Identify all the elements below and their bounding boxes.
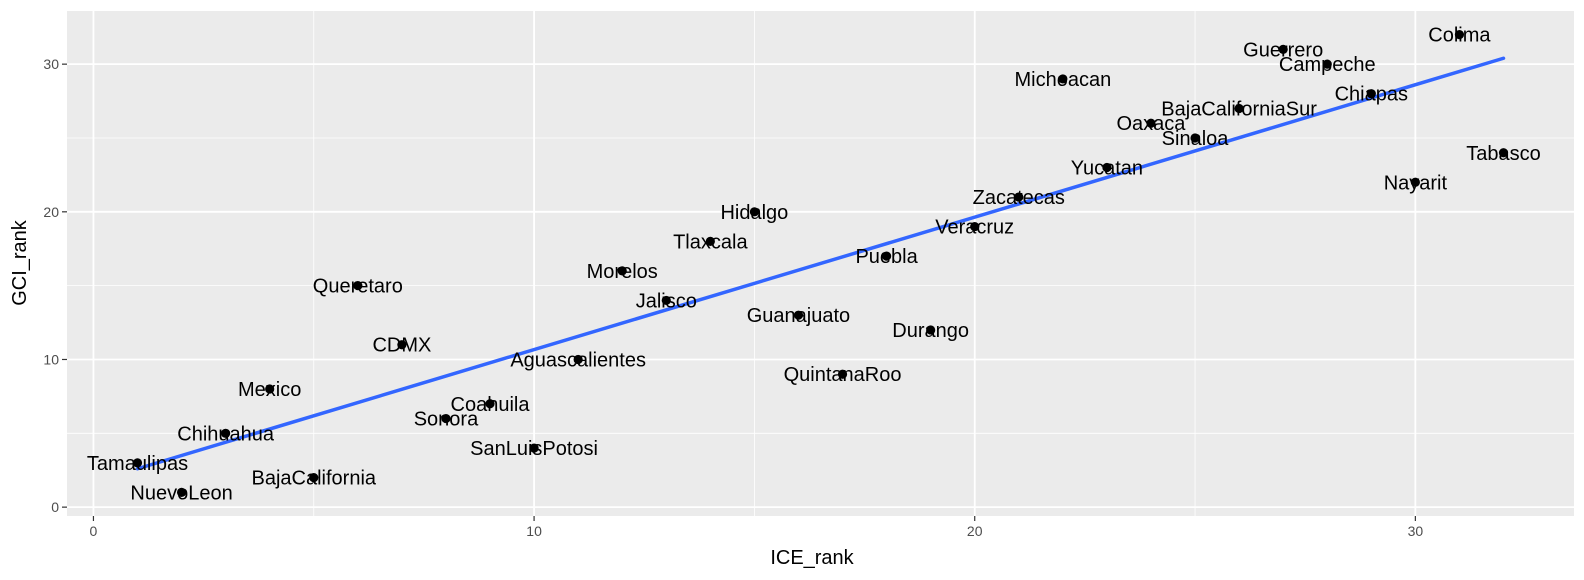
point-label: Tabasco bbox=[1466, 143, 1541, 165]
y-axis-title: GCI_rank bbox=[9, 219, 31, 306]
grid-layer bbox=[67, 11, 1574, 516]
y-tick-label: 10 bbox=[43, 351, 59, 367]
x-tick-label: 20 bbox=[967, 523, 983, 539]
point-label: Zacatecas bbox=[973, 187, 1065, 209]
data-point bbox=[705, 236, 715, 246]
point-label: BajaCalifornia bbox=[252, 468, 377, 490]
data-point bbox=[397, 340, 407, 350]
data-point bbox=[1454, 30, 1465, 40]
data-point bbox=[1058, 74, 1068, 84]
data-point bbox=[793, 310, 804, 320]
point-label: Michoacan bbox=[1014, 69, 1111, 91]
data-point bbox=[970, 221, 980, 232]
point-label: NuevoLeon bbox=[130, 482, 232, 504]
y-tick-label: 0 bbox=[51, 499, 59, 515]
point-label: Coahuila bbox=[451, 394, 531, 416]
point-label: Tlaxcala bbox=[673, 231, 748, 253]
x-axis-title: ICE_rank bbox=[770, 547, 854, 569]
data-point bbox=[1190, 133, 1200, 143]
point-label: Colima bbox=[1428, 25, 1491, 47]
point-label: Chiapas bbox=[1335, 84, 1408, 106]
data-point bbox=[176, 487, 187, 497]
point-label: Queretaro bbox=[313, 276, 403, 298]
data-point bbox=[749, 207, 760, 217]
point-label: Guerrero bbox=[1243, 39, 1323, 61]
data-point bbox=[926, 325, 936, 335]
y-tick-label: 20 bbox=[43, 204, 59, 220]
point-label: Nayarit bbox=[1384, 172, 1448, 194]
data-point bbox=[661, 295, 671, 306]
point-label: Aguascalientes bbox=[510, 349, 646, 371]
data-point bbox=[441, 413, 451, 424]
data-point bbox=[309, 473, 319, 483]
point-label: QuintanaRoo bbox=[784, 364, 902, 386]
point-label: Durango bbox=[892, 320, 969, 342]
data-point bbox=[221, 428, 231, 438]
data-point bbox=[1498, 148, 1509, 158]
data-point bbox=[1366, 89, 1376, 99]
data-point bbox=[1102, 162, 1112, 173]
point-label: BajaCaliforniaSur bbox=[1161, 98, 1317, 120]
data-point bbox=[529, 443, 539, 453]
point-label: Campeche bbox=[1279, 54, 1376, 76]
trend-layer bbox=[135, 56, 1506, 471]
data-point bbox=[1410, 177, 1420, 187]
data-point bbox=[1322, 59, 1332, 69]
data-point bbox=[617, 266, 627, 276]
point-label: Jalisco bbox=[636, 290, 697, 312]
point-label: Sinaloa bbox=[1162, 128, 1230, 150]
label-layer: Tamaulipas NuevoLeon Chihuahua Mexico BajaCa… bbox=[87, 25, 1541, 505]
point-label: Puebla bbox=[855, 246, 918, 268]
point-label: Veracruz bbox=[935, 217, 1014, 239]
x-tick-label: 10 bbox=[526, 523, 542, 539]
point-label: Hidalgo bbox=[720, 202, 788, 224]
data-point bbox=[353, 281, 363, 291]
y-tick-label: 30 bbox=[43, 56, 59, 72]
x-tick-label: 30 bbox=[1408, 523, 1424, 539]
data-point bbox=[1278, 44, 1288, 54]
point-layer bbox=[132, 30, 1509, 497]
data-point bbox=[1234, 103, 1244, 114]
point-label: Chihuahua bbox=[177, 423, 275, 445]
point-label: Morelos bbox=[587, 261, 658, 283]
x-tick-label: 0 bbox=[90, 523, 98, 539]
point-label: Guanajuato bbox=[747, 305, 850, 327]
point-label: Mexico bbox=[238, 379, 301, 401]
data-point bbox=[881, 251, 892, 261]
data-point bbox=[265, 384, 275, 394]
data-point bbox=[1146, 118, 1156, 128]
axis-layer: 0 10 20 30 0 10 20 30 bbox=[43, 56, 1423, 539]
point-label: Yucatan bbox=[1071, 158, 1143, 180]
point-label: CDMX bbox=[372, 335, 431, 357]
data-point bbox=[132, 458, 143, 468]
point-label: SanLuisPotosi bbox=[470, 438, 598, 460]
point-label: Tamaulipas bbox=[87, 453, 188, 475]
data-point bbox=[1014, 192, 1024, 202]
trend-line bbox=[135, 56, 1506, 471]
point-label: Sonora bbox=[414, 409, 479, 431]
data-point bbox=[837, 369, 848, 379]
data-point bbox=[485, 399, 495, 409]
data-point bbox=[573, 354, 583, 365]
point-label: Oaxaca bbox=[1117, 113, 1187, 135]
